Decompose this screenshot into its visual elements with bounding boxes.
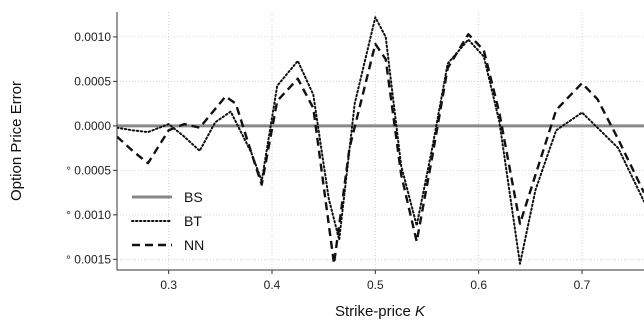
y-tick-label: ° 0.0015: [66, 252, 111, 266]
y-axis-label: Option Price Error: [8, 81, 25, 201]
x-tick-label: 0.5: [367, 278, 384, 292]
x-tick-label: 0.6: [470, 278, 487, 292]
x-axis-label-text: Strike-price: [335, 303, 415, 320]
legend-label-bt: BT: [184, 213, 202, 229]
series-line-nn: [117, 33, 644, 265]
x-axis-label: Strike-price K: [335, 303, 426, 320]
legend-label-bs: BS: [184, 189, 203, 205]
legend: BS BT NN: [131, 189, 204, 253]
y-tick-label: ° 0.0005: [66, 163, 111, 177]
x-axis-label-variable: K: [415, 303, 426, 320]
series-layer: [117, 16, 644, 265]
y-ticks: 0.0010 0.0005 0.0000 ° 0.0005 ° 0.0010 ° 0.00…: [66, 30, 117, 266]
x-tick-label: 0.7: [574, 278, 591, 292]
legend-label-nn: NN: [184, 237, 204, 253]
y-tick-label: 0.0000: [74, 119, 111, 133]
series-line-bt: [117, 16, 644, 265]
plot-area: [117, 12, 644, 270]
y-tick-label: 0.0005: [74, 74, 111, 88]
y-tick-label: ° 0.0010: [66, 208, 111, 222]
x-tick-label: 0.4: [264, 278, 281, 292]
x-tick-label: 0.3: [160, 278, 177, 292]
x-ticks: 0.3 0.4 0.5 0.6 0.7: [160, 270, 591, 292]
y-tick-label: 0.0010: [74, 30, 111, 44]
